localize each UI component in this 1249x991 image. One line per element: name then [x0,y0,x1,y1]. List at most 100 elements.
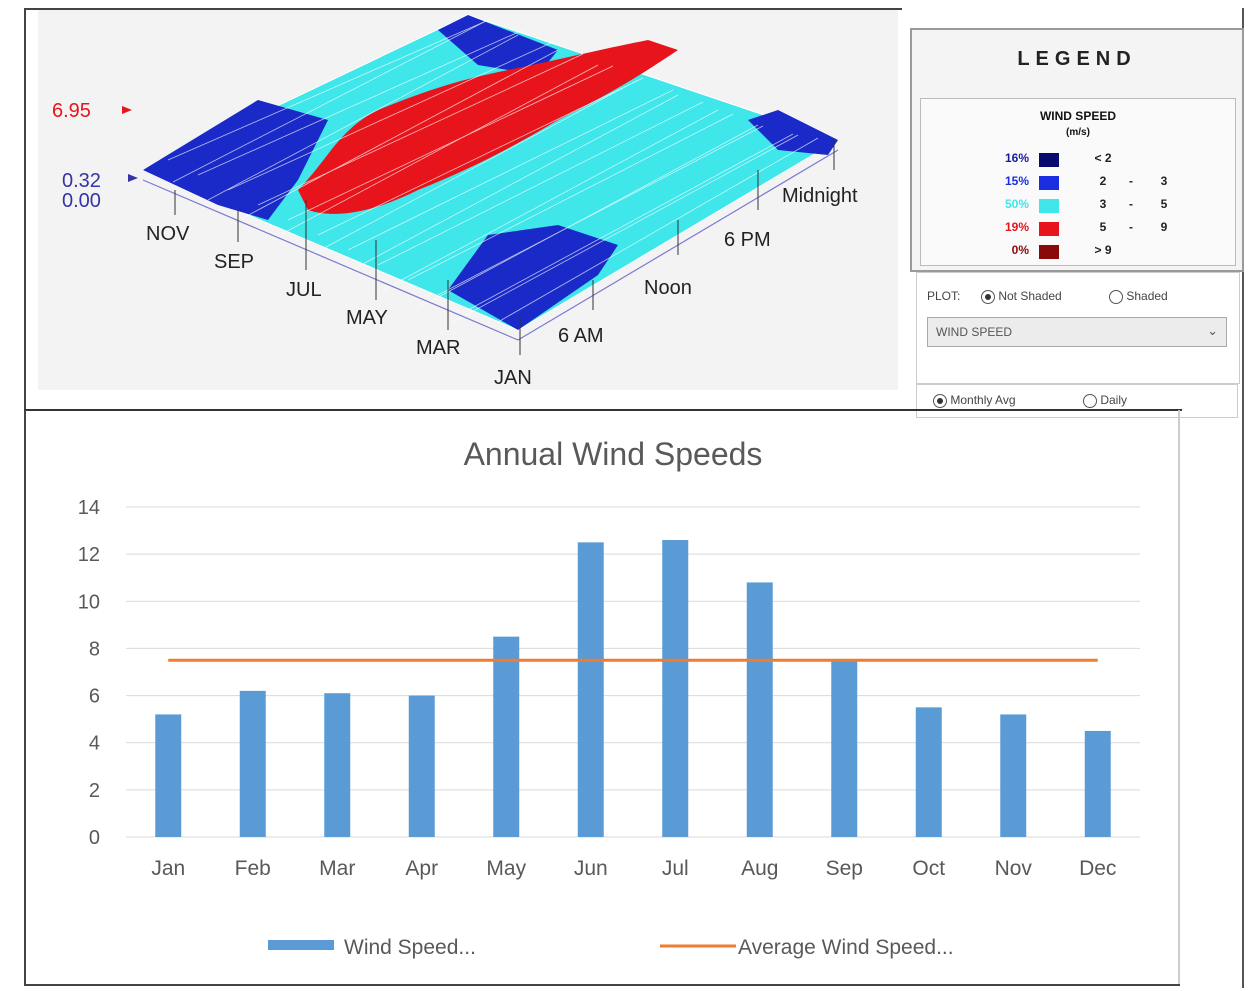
bar [1000,714,1027,837]
y-tick-label: 6 [89,686,100,708]
bar [493,636,520,837]
legend-range-low: 2 [1099,174,1107,188]
bottom-frame-left [24,410,26,985]
hour-label-6am: 6 AM [558,325,604,347]
option-daily[interactable]: Daily [1083,393,1127,408]
legend-range-high: 9 [1160,220,1168,234]
option-shaded[interactable]: Shaded [1109,289,1168,304]
value-marker-min: 0.00 [62,190,101,212]
x-tick-label: Jan [151,857,185,880]
bar [662,540,689,837]
legend-label-line: Average Wind Speed... [738,936,954,959]
legend-inner: WIND SPEED (m/s) 16% < 2 15% 2 - 3 50% 3 - 5 19% 5 -… [920,98,1236,266]
variable-select-value: WIND SPEED [936,325,1013,339]
legend-heading: WIND SPEED [1039,109,1116,123]
option-not-shaded[interactable]: Not Shaded [981,289,1062,304]
y-tick-label: 12 [78,544,100,566]
annual-wind-chart: Annual Wind Speeds 0 2 4 6 8 10 12 14 Jan Feb Mar Ap… [78,436,1140,959]
x-tick-label: Mar [319,857,355,880]
value-marker-max-arrow [122,106,132,114]
plot-controls: PLOT: Not Shaded Shaded WIND SPEED ⌄ [916,272,1240,384]
surface-region-navy-bottom [448,225,618,330]
bar [746,582,773,837]
legend-percent: 16% [1004,151,1029,165]
option-not-shaded-label: Not Shaded [998,289,1062,303]
radio-unselected-icon[interactable] [1083,393,1097,408]
legend-percent: 50% [1004,197,1029,211]
plot-label: PLOT: [927,289,961,303]
x-tick-label: Feb [235,857,271,880]
x-tick-label: Apr [405,857,438,880]
surface-mesh [167,17,819,323]
legend-row: 0% > 9 [921,243,1235,263]
month-label-jul: JUL [286,279,322,301]
radio-selected-icon[interactable] [981,289,995,304]
x-tick-label: Aug [741,857,778,880]
legend-range-low: 5 [1099,220,1107,234]
wind-surface-plot: 6.95 0.32 0.00 NOV SEP JUL MAY MAR JAN M… [52,14,858,389]
radio-selected-icon[interactable] [933,393,947,408]
averaging-mode-controls: Monthly Avg Daily [916,384,1238,418]
bottom-frame [24,984,1180,986]
radio-unselected-icon[interactable] [1109,289,1123,304]
top-frame [24,8,902,412]
x-tick-label: Nov [995,857,1033,880]
legend-swatch [1039,153,1059,167]
x-tick-label: Oct [912,857,945,880]
y-tick-label: 4 [89,733,100,755]
chevron-down-icon[interactable]: ⌄ [1207,323,1218,338]
legend-row: 16% < 2 [921,151,1235,171]
x-tick-label: Sep [826,857,863,880]
legend-swatch [1039,199,1059,213]
value-marker-mid-arrow [128,174,138,182]
option-monthly-avg-label: Monthly Avg [950,393,1016,407]
month-label-jan: JAN [494,367,532,389]
bar [324,693,351,837]
variable-select[interactable]: WIND SPEED ⌄ [927,317,1227,347]
right-frame-line [1242,8,1244,988]
surface-hour-ticks [592,140,835,310]
legend-range-dash: - [1129,197,1133,211]
legend-range-high: 5 [1160,197,1168,211]
legend-title: LEGEND [1017,48,1137,70]
legend-swatch-bar [268,940,334,950]
legend-label-bar: Wind Speed... [344,936,476,959]
legend-row: 15% 2 - 3 [921,174,1235,194]
legend-range-low: 3 [1099,197,1107,211]
bar [155,714,182,837]
month-label-mar: MAR [416,337,460,359]
y-tick-label: 2 [89,780,100,802]
legend-swatch [1039,176,1059,190]
legend-percent: 15% [1004,174,1029,188]
section-divider [24,409,1182,411]
option-daily-label: Daily [1100,393,1128,407]
legend-percent: 19% [1004,220,1029,234]
bar [577,542,604,837]
x-tick-label: May [486,857,526,880]
legend-row: 19% 5 - 9 [921,220,1235,240]
legend-percent: 0% [1011,243,1029,257]
x-tick-label: Jul [662,857,689,880]
month-label-nov: NOV [146,223,190,245]
month-label-sep: SEP [214,251,254,273]
value-marker-mid: 0.32 [62,170,101,192]
legend-range-low: < 2 [1094,151,1112,165]
legend-unit: (m/s) [1066,127,1090,138]
surface-region-navy-right [748,110,838,155]
option-monthly-avg[interactable]: Monthly Avg [933,393,1016,408]
bar [239,690,266,837]
option-shaded-label: Shaded [1126,289,1168,303]
x-tick-label: Jun [574,857,608,880]
bottom-frame-right [1178,410,1180,986]
surface-month-ticks [174,190,521,355]
legend-range-dash: - [1129,174,1133,188]
y-tick-label: 10 [78,591,100,613]
bar [1084,730,1111,837]
y-tick-label: 14 [78,497,100,519]
hour-label-6pm: 6 PM [724,229,771,251]
y-tick-label: 8 [89,638,100,660]
bar [831,660,858,837]
legend-swatch [1039,222,1059,236]
x-tick-label: Dec [1079,857,1116,880]
legend-range-high: 3 [1160,174,1168,188]
